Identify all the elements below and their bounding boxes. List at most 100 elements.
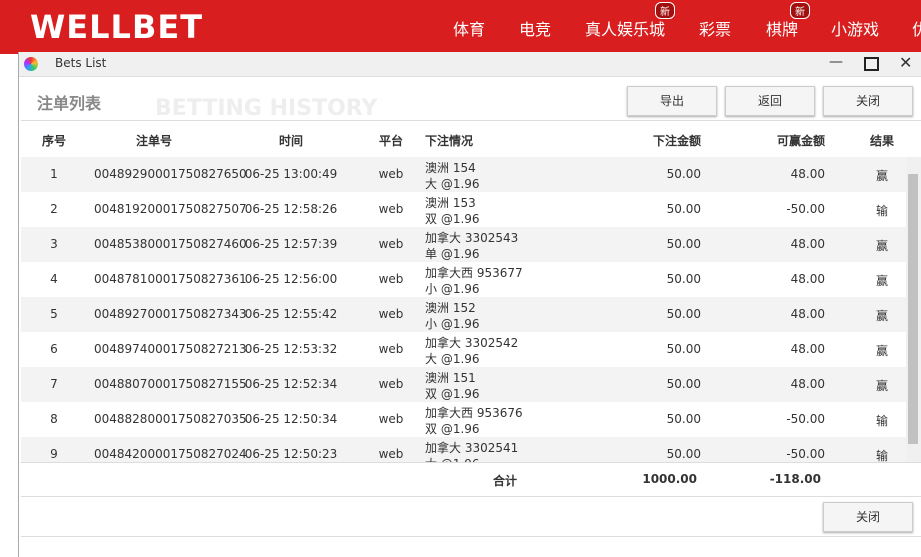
cell: 赢 xyxy=(875,169,888,183)
cell: 1 xyxy=(50,167,58,181)
cell: -50.00 xyxy=(786,412,825,426)
cell: 输 xyxy=(875,414,888,428)
bet-market: 澳洲 153 xyxy=(425,196,476,210)
nav-item[interactable]: 棋牌 xyxy=(766,20,799,39)
bet-market: 加拿大西 953676 xyxy=(425,406,523,420)
column-header: 平台 xyxy=(378,134,403,148)
column-header: 注单号 xyxy=(135,134,172,148)
panel-button[interactable]: 返回 xyxy=(725,86,815,116)
cell: 50.00 xyxy=(666,377,701,391)
nav-item[interactable]: 真人娱乐城 xyxy=(585,20,666,39)
bet-pick: 大 @1.96 xyxy=(425,177,480,191)
bet-market: 澳洲 152 xyxy=(425,301,476,315)
cell: 2 xyxy=(50,202,58,216)
cell: 00489290001750827650 xyxy=(94,167,247,181)
table-row: 1 00489290001750827650 06-25 13:00:49 web 50… xyxy=(21,157,906,193)
cell: web xyxy=(378,237,404,251)
cell: web xyxy=(378,307,404,321)
cell: 48.00 xyxy=(790,307,825,321)
watermark: BETTING HISTORY xyxy=(155,96,378,121)
total-label: 合计 xyxy=(493,474,518,488)
cell: 00487810001750827361 xyxy=(94,272,247,286)
table-row: 3 00485380001750827460 06-25 12:57:39 web 50… xyxy=(21,227,906,263)
cell: 4 xyxy=(50,272,58,286)
cell: 48.00 xyxy=(790,377,825,391)
panel-button[interactable]: 关闭 xyxy=(823,86,913,116)
cell: 00489270001750827343 xyxy=(94,307,247,321)
cell: 赢 xyxy=(875,239,888,253)
cell: 06-25 12:50:34 xyxy=(244,412,338,426)
table-row: 7 00488070001750827155 06-25 12:52:34 web 50… xyxy=(21,367,906,403)
table-row: 8 00488280001750827035 06-25 12:50:34 web 50… xyxy=(21,402,906,438)
table-row: 5 00489270001750827343 06-25 12:55:42 web 50… xyxy=(21,297,906,333)
cell: 00489740001750827213 xyxy=(94,342,247,356)
title-bar: Bets List — ✕ xyxy=(19,52,921,77)
new-badge: 新 xyxy=(655,2,675,19)
cell: 赢 xyxy=(875,274,888,288)
cell: 9 xyxy=(50,447,58,461)
cell: 06-25 12:53:32 xyxy=(244,342,338,356)
cell: web xyxy=(378,272,404,286)
table-row: 6 00489740001750827213 06-25 12:53:32 web 50… xyxy=(21,332,906,368)
cell: 00481920001750827507 xyxy=(94,202,247,216)
cell: 3 xyxy=(50,237,58,251)
cell: web xyxy=(378,167,404,181)
logo[interactable]: WELLBET xyxy=(30,8,204,46)
cell: 8 xyxy=(50,412,58,426)
bet-market: 澳洲 154 xyxy=(425,161,476,175)
app-icon xyxy=(24,57,38,71)
column-header: 下注金额 xyxy=(652,134,701,148)
cell: 06-25 12:50:23 xyxy=(244,447,338,461)
cell: 50.00 xyxy=(666,202,701,216)
nav-item[interactable]: 体育 xyxy=(453,20,486,39)
table-row: 2 00481920001750827507 06-25 12:58:26 web 50… xyxy=(21,192,906,228)
bet-market: 加拿大西 953677 xyxy=(425,266,523,280)
cell: 7 xyxy=(50,377,58,391)
panel-button[interactable]: 导出 xyxy=(627,86,717,116)
nav-item[interactable]: 彩票 xyxy=(699,20,732,39)
nav-item[interactable]: 优 xyxy=(912,20,921,39)
column-header: 下注情况 xyxy=(425,134,474,148)
bet-market: 加拿大 3302543 xyxy=(425,231,519,245)
cell: 5 xyxy=(50,307,58,321)
cell: 50.00 xyxy=(666,412,701,426)
cell: 06-25 12:52:34 xyxy=(244,377,338,391)
column-header: 结果 xyxy=(869,134,894,148)
table-footer: 合计 1000.00 -118.00 xyxy=(21,462,921,497)
close-button[interactable]: 关闭 xyxy=(823,502,913,532)
bet-pick: 小 @1.96 xyxy=(425,282,480,296)
maximize[interactable] xyxy=(864,57,879,71)
bottom-bar: 关闭 xyxy=(21,495,921,537)
table-row: 9 00484200001750827024 06-25 12:50:23 web 50… xyxy=(21,437,906,462)
cell: 输 xyxy=(875,204,888,218)
nav-item[interactable]: 小游戏 xyxy=(831,20,880,39)
bet-pick: 双 @1.96 xyxy=(425,422,480,436)
cell: 48.00 xyxy=(790,237,825,251)
bet-pick: 双 @1.96 xyxy=(425,387,480,401)
cell: 50.00 xyxy=(666,307,701,321)
cell: 50.00 xyxy=(666,167,701,181)
nav-item[interactable]: 电竞 xyxy=(519,20,552,39)
close-x[interactable]: ✕ xyxy=(899,53,913,72)
minimize[interactable]: — xyxy=(829,54,843,70)
bet-pick: 大 @1.96 xyxy=(425,455,480,462)
cell: web xyxy=(378,377,404,391)
cell: web xyxy=(378,412,404,426)
cell: 50.00 xyxy=(666,342,701,356)
cell: 06-25 12:55:42 xyxy=(244,307,338,321)
new-badge: 新 xyxy=(790,2,810,19)
cell: 06-25 12:56:00 xyxy=(244,272,338,286)
cell: 50.00 xyxy=(666,272,701,286)
bets-window: Bets List — ✕ 注单列表 BETTING HISTORY 导出 返回关… xyxy=(18,52,921,557)
scroll-thumb xyxy=(908,174,918,444)
cell: 06-25 13:00:49 xyxy=(244,167,338,181)
panel-header: 注单列表 BETTING HISTORY 导出 返回 关闭 xyxy=(21,80,921,121)
bet-market: 加拿大 3302542 xyxy=(425,336,519,350)
bet-pick: 大 @1.96 xyxy=(425,352,480,366)
cell: web xyxy=(378,202,404,216)
win-total: -118.00 xyxy=(769,472,821,486)
cell: 48.00 xyxy=(790,167,825,181)
column-header: 序号 xyxy=(41,134,66,148)
cell: 00484200001750827024 xyxy=(94,447,247,461)
